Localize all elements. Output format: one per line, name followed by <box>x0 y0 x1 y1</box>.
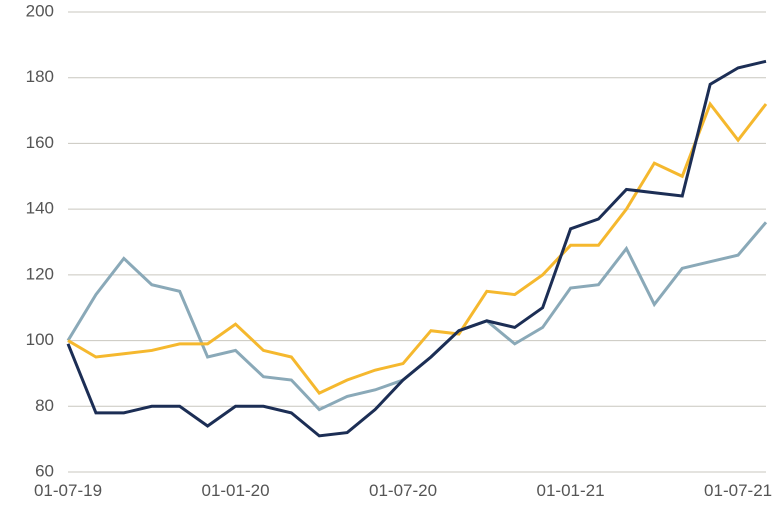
y-tick-label: 80 <box>35 396 54 415</box>
x-tick-label: 01-01-20 <box>201 481 269 500</box>
x-tick-label: 01-07-19 <box>34 481 102 500</box>
x-tick-label: 01-07-21 <box>704 481 772 500</box>
chart-svg: 60 80 100 120 140 160 180 200 01-07-19 01-01-20 01… <box>0 0 778 518</box>
x-tick-label: 01-01-21 <box>537 481 605 500</box>
y-tick-label: 160 <box>26 133 54 152</box>
y-tick-label: 100 <box>26 330 54 349</box>
y-tick-label: 60 <box>35 461 54 480</box>
y-tick-label: 200 <box>26 1 54 20</box>
y-tick-label: 140 <box>26 199 54 218</box>
x-tick-label: 01-07-20 <box>369 481 437 500</box>
y-tick-label: 120 <box>26 264 54 283</box>
line-chart: 60 80 100 120 140 160 180 200 01-07-19 01-01-20 01… <box>0 0 778 518</box>
y-tick-label: 180 <box>26 67 54 86</box>
